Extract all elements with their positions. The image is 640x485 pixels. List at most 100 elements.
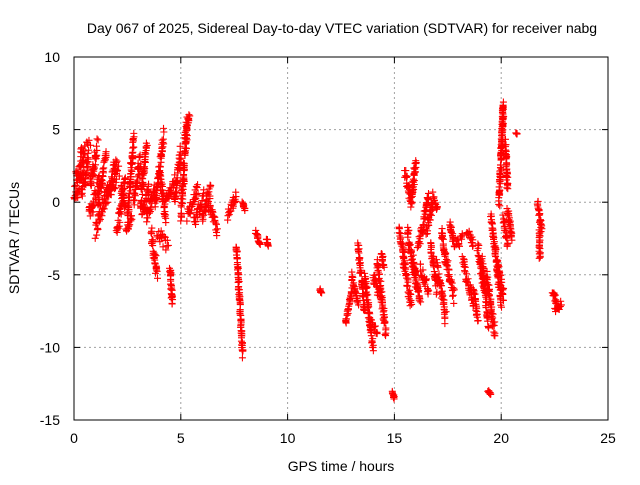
data-point xyxy=(498,303,506,311)
data-point xyxy=(550,290,558,298)
data-point xyxy=(491,318,499,326)
data-point xyxy=(417,260,424,268)
data-point xyxy=(113,167,121,175)
data-point xyxy=(154,274,162,282)
data-point xyxy=(94,224,102,232)
data-point xyxy=(425,287,433,295)
data-point xyxy=(381,319,389,327)
data-point xyxy=(241,207,249,215)
data-point xyxy=(447,228,455,236)
data-point xyxy=(369,344,377,352)
chart-title: Day 067 of 2025, Sidereal Day-to-day VTE… xyxy=(87,20,597,36)
data-point xyxy=(403,172,411,180)
data-point xyxy=(98,177,106,185)
data-point xyxy=(474,244,482,252)
data-point xyxy=(401,264,409,272)
data-point xyxy=(126,193,134,201)
data-point xyxy=(350,279,358,287)
data-point xyxy=(413,244,421,252)
data-point xyxy=(129,153,137,161)
data-point xyxy=(156,238,164,246)
data-point xyxy=(421,207,429,215)
data-point xyxy=(318,289,326,297)
data-point xyxy=(192,191,200,199)
data-point xyxy=(136,151,144,159)
data-point xyxy=(162,214,170,222)
data-point xyxy=(145,180,153,188)
data-point xyxy=(450,237,458,245)
data-point xyxy=(364,304,372,312)
data-point xyxy=(87,177,95,185)
data-point xyxy=(233,247,241,255)
data-point xyxy=(422,276,430,284)
data-point xyxy=(100,205,108,213)
data-point xyxy=(353,297,361,305)
data-point xyxy=(115,162,123,170)
data-point xyxy=(458,230,466,238)
data-point xyxy=(349,273,357,281)
data-point xyxy=(496,173,504,181)
data-point xyxy=(129,143,137,151)
data-point xyxy=(130,196,138,204)
data-point xyxy=(156,171,164,179)
data-point xyxy=(177,209,185,217)
data-point xyxy=(419,266,427,274)
data-point xyxy=(126,180,134,188)
data-point xyxy=(224,212,232,220)
data-point xyxy=(450,299,458,307)
data-point xyxy=(238,354,246,362)
data-point xyxy=(233,254,241,262)
data-point xyxy=(116,218,124,226)
data-point xyxy=(207,182,215,190)
data-point xyxy=(379,301,387,309)
data-point xyxy=(99,180,107,188)
data-point xyxy=(456,242,464,250)
data-point xyxy=(89,208,97,216)
data-point xyxy=(536,211,544,219)
data-point xyxy=(94,136,102,144)
data-point xyxy=(503,184,511,192)
data-point xyxy=(95,196,103,204)
data-point xyxy=(382,324,390,332)
data-point xyxy=(342,315,350,323)
data-point xyxy=(503,242,511,250)
data-point xyxy=(499,296,507,304)
data-point xyxy=(264,241,272,249)
data-point xyxy=(126,221,134,229)
data-point xyxy=(78,192,86,200)
data-point xyxy=(108,174,116,182)
data-point xyxy=(113,157,121,165)
data-point xyxy=(90,202,98,210)
data-point xyxy=(499,290,507,298)
data-point xyxy=(411,168,419,176)
data-point xyxy=(508,236,516,244)
y-tick-label: -10 xyxy=(40,339,60,355)
data-point xyxy=(162,246,170,254)
data-point xyxy=(401,259,409,267)
data-point xyxy=(210,212,218,220)
data-point xyxy=(71,182,79,190)
data-point xyxy=(500,284,508,292)
data-point xyxy=(536,253,544,261)
data-point xyxy=(459,259,467,267)
data-point xyxy=(102,148,110,156)
data-point xyxy=(427,243,435,251)
data-point xyxy=(417,298,425,306)
data-point xyxy=(213,225,221,233)
data-point xyxy=(93,231,101,239)
data-point xyxy=(551,291,559,299)
data-point xyxy=(80,147,88,155)
data-point xyxy=(485,291,493,299)
data-point xyxy=(557,301,565,309)
data-point xyxy=(359,293,367,301)
data-point xyxy=(496,186,504,194)
data-point xyxy=(256,240,264,248)
data-point xyxy=(425,221,433,229)
data-point xyxy=(194,181,202,189)
data-point xyxy=(157,227,165,235)
data-point xyxy=(161,208,169,216)
data-point xyxy=(93,135,101,143)
data-point xyxy=(183,217,191,225)
x-tick-label: 20 xyxy=(493,430,509,446)
